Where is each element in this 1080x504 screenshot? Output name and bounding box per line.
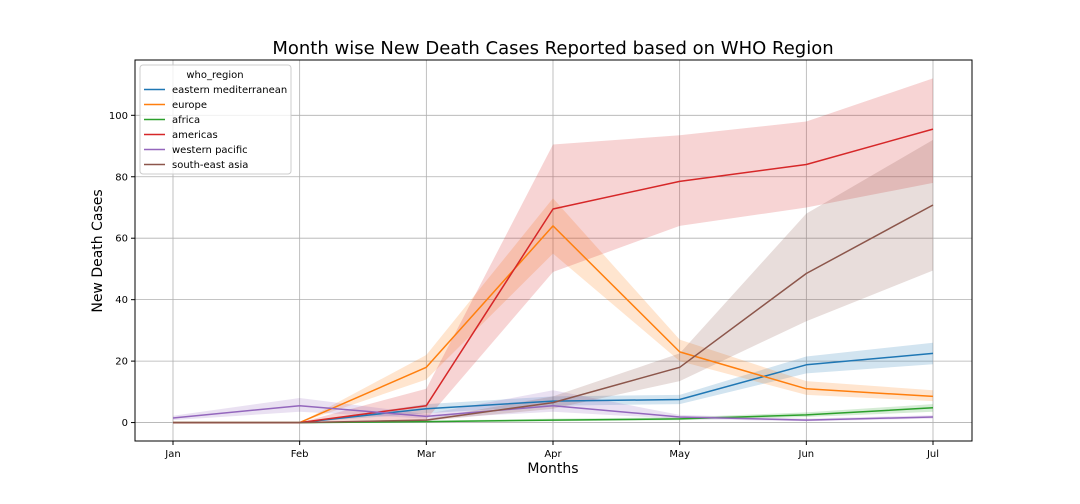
legend-label-africa: africa [172,115,200,126]
x-tick-label: Apr [544,449,562,460]
y-tick-label: 0 [122,418,128,429]
x-tick-label: Jul [926,449,939,460]
y-axis-ticks: 0 20 40 60 80 100 [109,111,135,429]
x-tick-label: Mar [417,449,437,460]
line-south-east-asia [173,204,934,424]
y-tick-label: 100 [109,111,128,122]
legend: who_region eastern mediterranean europe af… [139,64,292,175]
band-europe [173,198,933,423]
legend-label-americas: americas [172,130,218,141]
y-tick-label: 80 [115,172,128,183]
y-tick-label: 20 [115,357,128,368]
line-western-pacific [172,404,934,421]
y-tick-label: 40 [115,295,128,306]
legend-label-south-east-asia: south-east asia [172,160,248,171]
x-tick-label: Feb [291,449,309,460]
legend-label-western-pacific: western pacific [172,145,248,156]
chart-title: Month wise New Death Cases Reported base… [272,38,833,59]
series-lines [172,128,934,424]
x-axis-label: Months [527,461,578,477]
y-tick-label: 60 [115,234,128,245]
x-tick-label: Jan [164,449,180,460]
x-tick-label: Jun [798,449,815,460]
band-americas [173,78,933,423]
x-axis-ticks: Jan Feb Mar Apr May Jun Jul [164,441,939,460]
y-axis-label: New Death Cases [90,189,106,312]
legend-title: who_region [186,70,243,81]
band-south-east-asia [173,139,933,423]
legend-label-eastern-mediterranean: eastern mediterranean [172,85,287,96]
legend-label-europe: europe [172,100,207,111]
x-tick-label: May [669,449,690,460]
legend-box [139,64,292,175]
